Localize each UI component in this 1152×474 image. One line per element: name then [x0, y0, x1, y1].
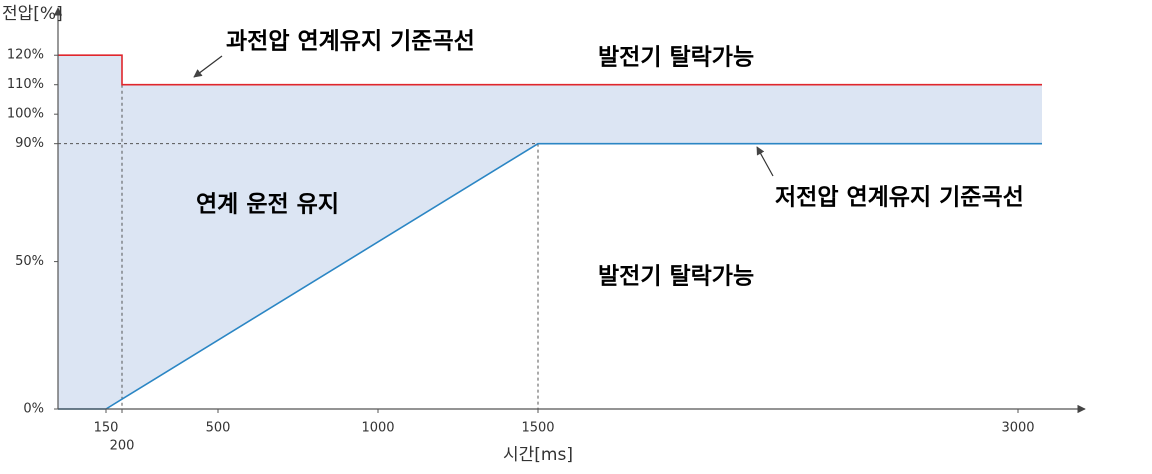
y-tick-label: 110%	[7, 77, 44, 92]
x-axis-label: 시간[ms]	[503, 445, 573, 465]
y-tick-label: 100%	[7, 107, 44, 122]
ride-through-area	[58, 55, 1042, 409]
annotation-arrow	[193, 55, 223, 78]
annotation: 발전기 탈락가능	[598, 264, 754, 290]
y-tick-label: 120%	[7, 48, 44, 63]
y-tick-label: 50%	[15, 254, 44, 269]
y-tick-label: 0%	[23, 402, 44, 417]
x-tick-label: 1500	[521, 421, 554, 436]
curve	[58, 54, 1042, 86]
annotation: 연계 운전 유지	[196, 192, 339, 218]
x-tick-label: 3000	[1001, 421, 1034, 436]
x-tick-label: 200	[110, 439, 135, 454]
annotation: 저전압 연계유지 기준곡선	[775, 185, 1024, 211]
annotation: 과전압 연계유지 기준곡선	[226, 29, 475, 55]
y-axis-label: 전압[%]	[2, 4, 63, 24]
annotation-arrow	[756, 146, 774, 177]
x-tick-label: 1000	[361, 421, 394, 436]
x-tick-label: 150	[94, 421, 119, 436]
x-tick-label: 500	[206, 421, 231, 436]
y-tick-label: 90%	[15, 136, 44, 151]
annotation: 발전기 탈락가능	[598, 45, 754, 71]
